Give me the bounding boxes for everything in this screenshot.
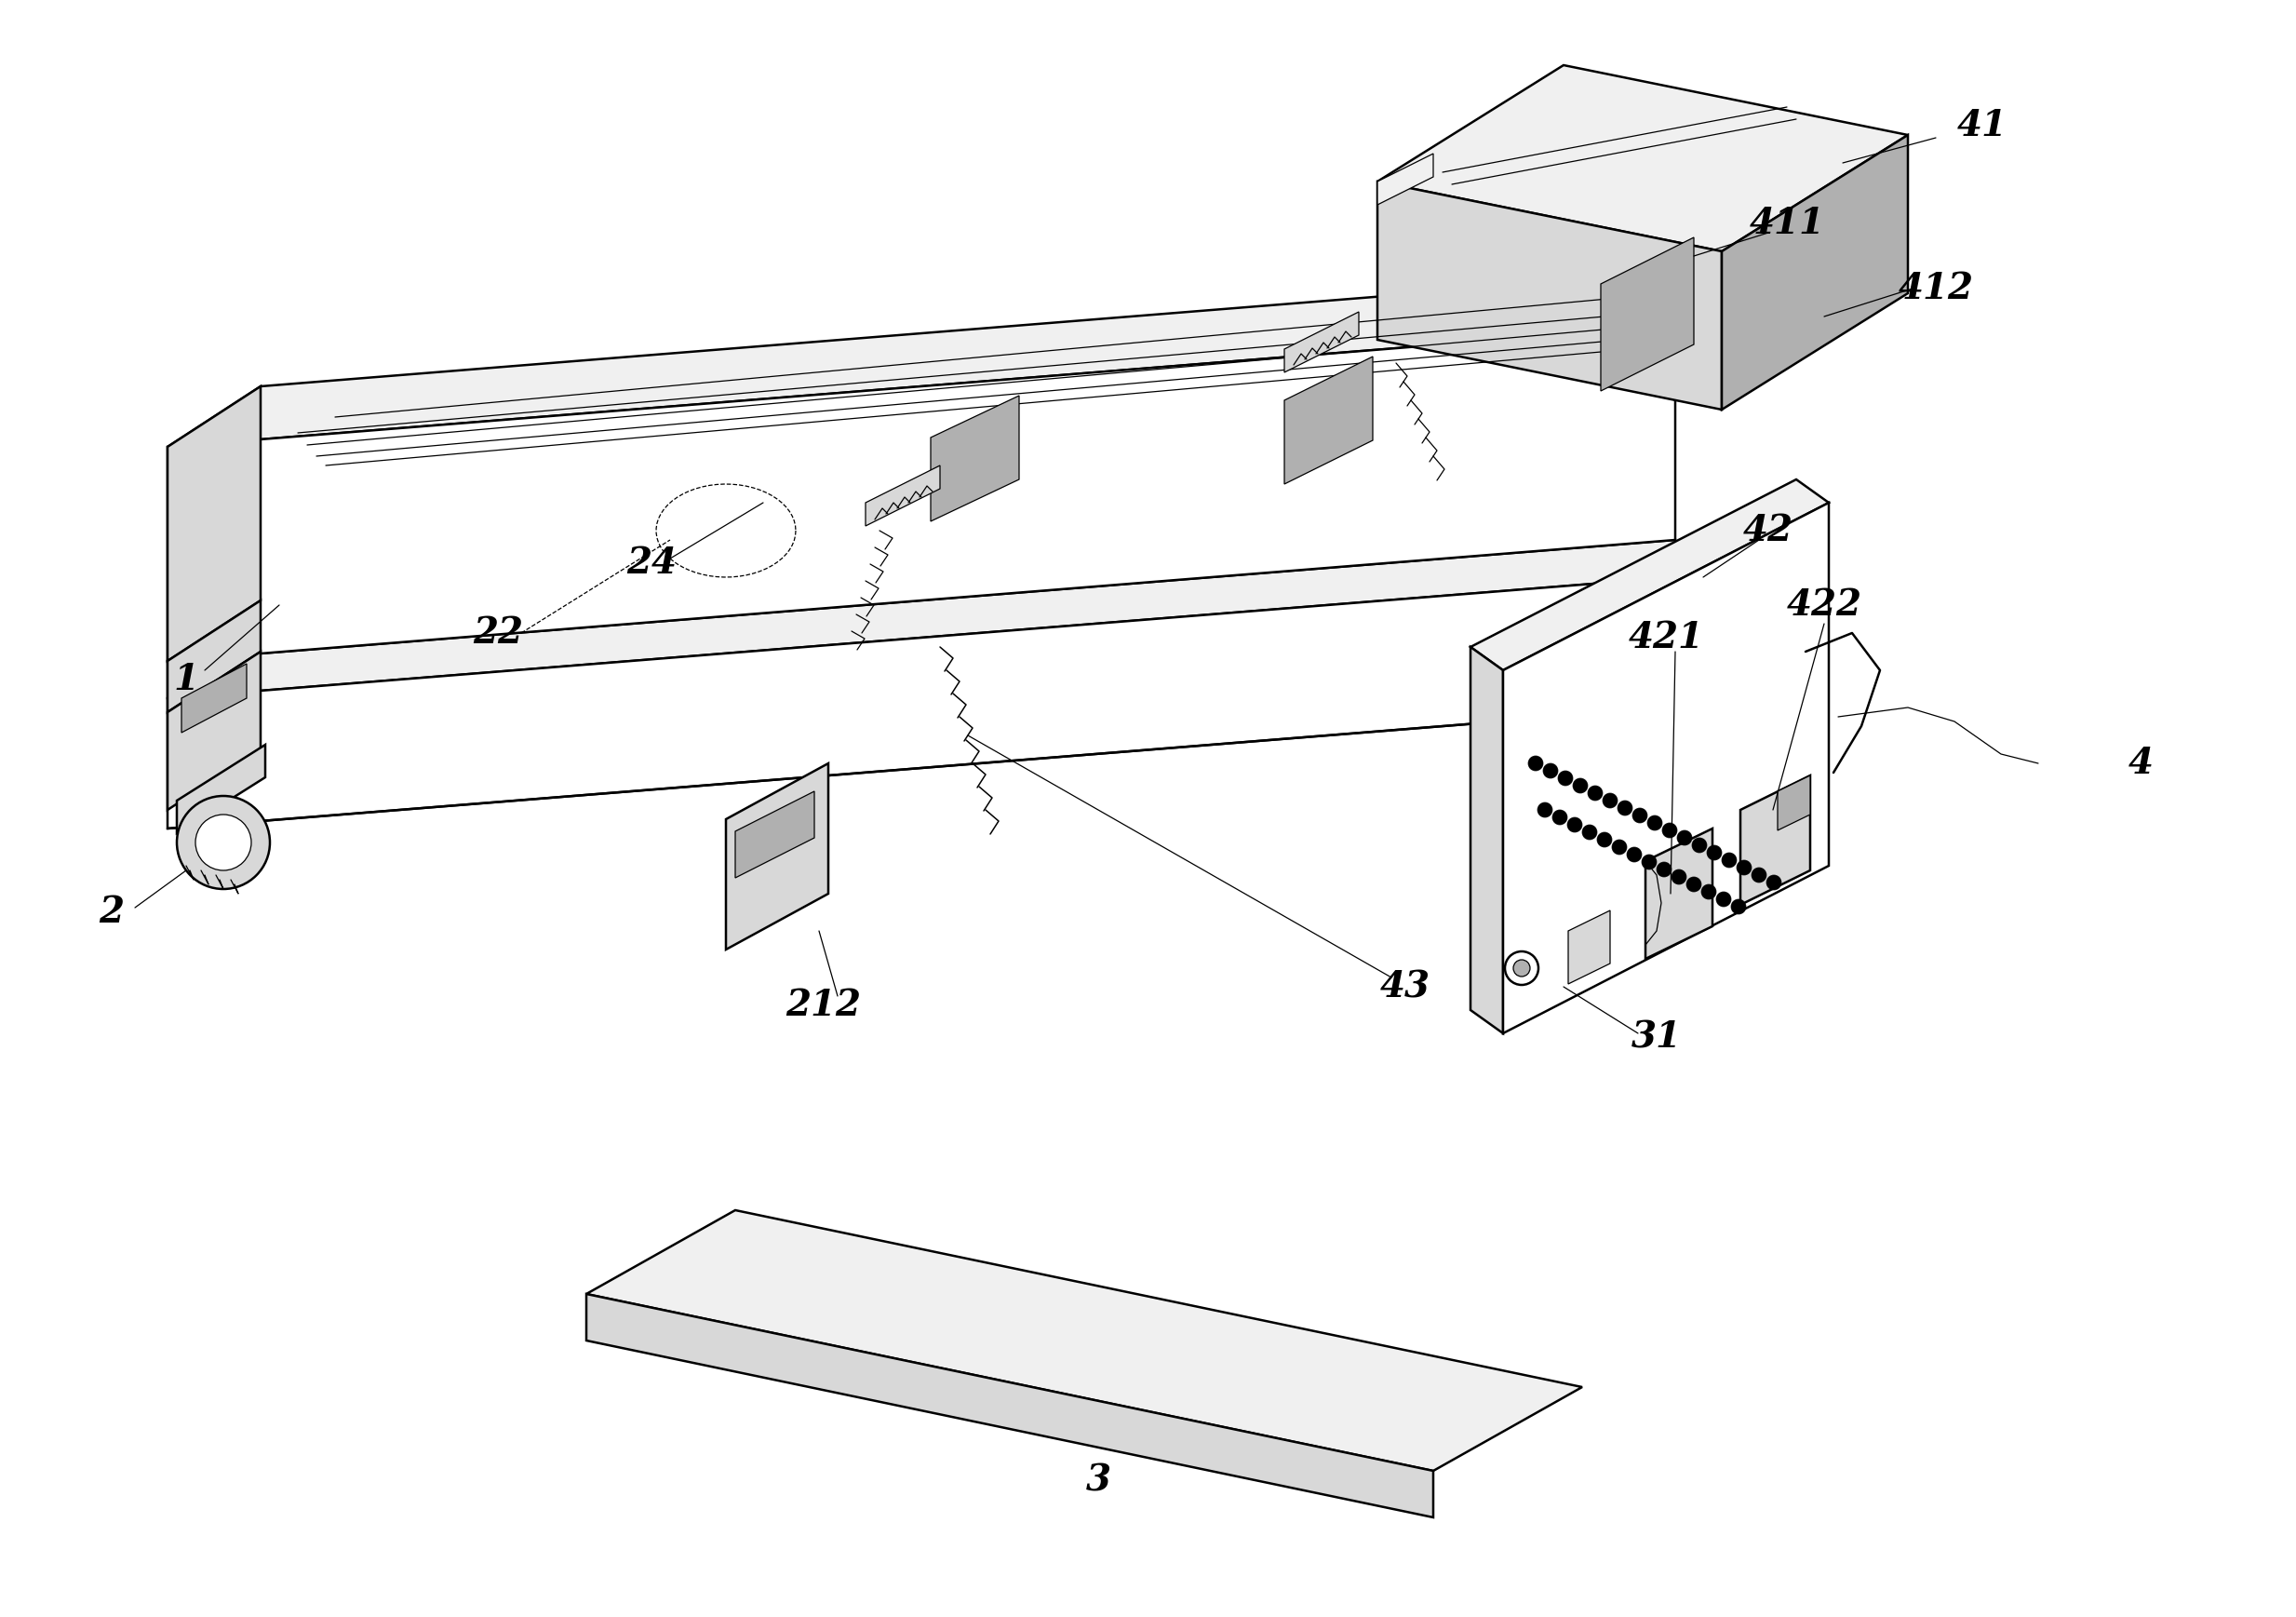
Polygon shape [1568, 910, 1609, 985]
Circle shape [1552, 810, 1568, 825]
Circle shape [1662, 823, 1676, 838]
Polygon shape [168, 386, 259, 661]
Circle shape [1582, 825, 1598, 839]
Polygon shape [1504, 503, 1830, 1033]
Polygon shape [1378, 181, 1722, 409]
Circle shape [1559, 771, 1573, 786]
Circle shape [1752, 868, 1766, 883]
Text: 212: 212 [785, 988, 861, 1024]
Polygon shape [1469, 479, 1830, 671]
Circle shape [1658, 862, 1671, 876]
Polygon shape [930, 396, 1019, 521]
Circle shape [1646, 815, 1662, 831]
Polygon shape [177, 745, 266, 833]
Polygon shape [168, 540, 1676, 699]
Polygon shape [168, 600, 259, 711]
Polygon shape [168, 265, 1768, 446]
Circle shape [1504, 951, 1538, 985]
Text: 422: 422 [1786, 587, 1862, 623]
Polygon shape [1777, 776, 1809, 831]
Text: 411: 411 [1750, 205, 1825, 241]
Text: 3: 3 [1086, 1462, 1111, 1497]
Circle shape [1589, 786, 1603, 800]
Text: 2: 2 [99, 894, 124, 930]
Polygon shape [585, 1294, 1433, 1517]
Circle shape [1701, 884, 1715, 899]
Text: 42: 42 [1743, 513, 1793, 548]
Text: 43: 43 [1380, 969, 1430, 1004]
Circle shape [1722, 852, 1736, 868]
Polygon shape [1283, 312, 1359, 372]
Circle shape [1736, 860, 1752, 875]
Polygon shape [726, 763, 829, 949]
Text: 31: 31 [1632, 1020, 1681, 1056]
Circle shape [1543, 763, 1559, 778]
Text: 412: 412 [1899, 272, 1975, 306]
Polygon shape [168, 652, 259, 810]
Text: 41: 41 [1956, 108, 2007, 144]
Text: 4: 4 [2128, 745, 2154, 781]
Polygon shape [1646, 828, 1713, 959]
Circle shape [1676, 831, 1692, 846]
Polygon shape [735, 791, 815, 878]
Polygon shape [168, 325, 1676, 661]
Polygon shape [1283, 356, 1373, 483]
Polygon shape [1469, 647, 1504, 1033]
Circle shape [1692, 838, 1706, 852]
Circle shape [1513, 960, 1529, 977]
Circle shape [1685, 876, 1701, 893]
Circle shape [1628, 847, 1642, 862]
Circle shape [1706, 846, 1722, 860]
Circle shape [1766, 875, 1782, 889]
Polygon shape [181, 663, 246, 733]
Polygon shape [1740, 776, 1809, 906]
Circle shape [1529, 755, 1543, 771]
Circle shape [1671, 870, 1685, 884]
Circle shape [1632, 808, 1646, 823]
Text: 1: 1 [174, 661, 200, 697]
Polygon shape [168, 577, 1676, 828]
Polygon shape [585, 1210, 1582, 1471]
Circle shape [1598, 833, 1612, 847]
Circle shape [1642, 854, 1658, 870]
Polygon shape [1722, 134, 1908, 409]
Circle shape [1715, 893, 1731, 907]
Circle shape [1568, 817, 1582, 833]
Circle shape [1731, 899, 1745, 914]
Text: 24: 24 [627, 545, 677, 581]
Circle shape [1573, 778, 1589, 794]
Text: 421: 421 [1628, 619, 1704, 655]
Circle shape [1603, 794, 1616, 808]
Text: 22: 22 [473, 616, 523, 650]
Polygon shape [866, 466, 939, 526]
Circle shape [177, 796, 271, 889]
Polygon shape [1378, 65, 1908, 251]
Circle shape [1538, 802, 1552, 817]
Circle shape [1612, 839, 1628, 854]
Circle shape [1616, 800, 1632, 815]
Polygon shape [1378, 154, 1433, 205]
Circle shape [195, 815, 250, 870]
Polygon shape [1600, 238, 1694, 391]
